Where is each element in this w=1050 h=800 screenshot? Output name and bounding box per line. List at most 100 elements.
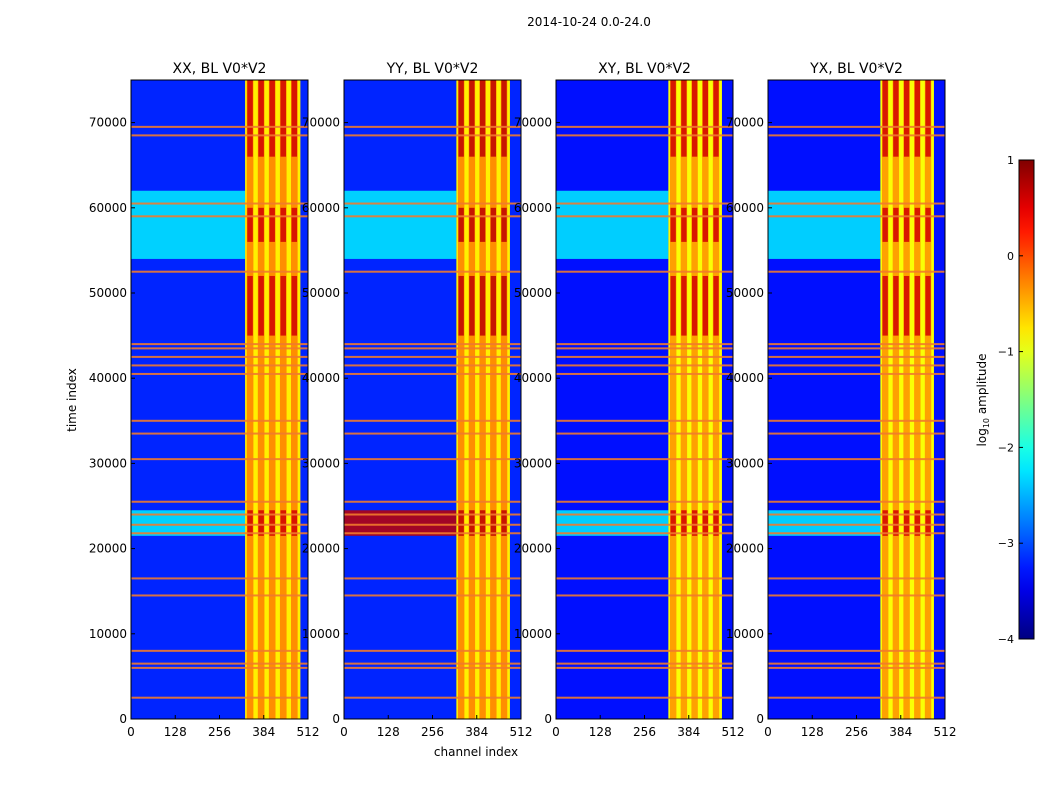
panel-title: XY, BL V0*V2 xyxy=(598,61,691,77)
heatmap-channel-stripe xyxy=(500,80,508,719)
colorbar-gradient xyxy=(1018,159,1035,640)
flagged-row xyxy=(768,523,945,526)
heatmap-hot-cell xyxy=(280,510,287,536)
heatmap-hot-cell xyxy=(479,80,486,157)
colorbar-tick-label: −3 xyxy=(998,537,1014,550)
x-tick-label: 256 xyxy=(633,725,656,739)
heatmap-hot-cell xyxy=(458,207,464,242)
x-tick-label: 384 xyxy=(465,725,488,739)
x-tick-label: 512 xyxy=(934,725,957,739)
heatmap-hot-cell xyxy=(291,80,298,157)
flagged-row xyxy=(344,523,521,526)
heatmap-channel-stripe xyxy=(702,80,709,719)
y-tick-label: 60000 xyxy=(89,201,127,215)
heatmap-hot-cell xyxy=(702,275,709,336)
heatmap-channel-stripe xyxy=(457,80,465,719)
heatmap-band xyxy=(556,190,669,259)
flagged-row xyxy=(131,215,308,218)
flagged-row xyxy=(556,666,733,669)
heatmap-channel-stripe xyxy=(691,80,698,719)
heatmap-channel-stripe xyxy=(881,80,889,719)
flagged-row xyxy=(131,577,308,580)
heatmap-hot-cell xyxy=(903,510,910,536)
flagged-row xyxy=(768,696,945,699)
y-tick-label: 20000 xyxy=(514,542,552,556)
y-tick-label: 10000 xyxy=(726,627,764,641)
heatmap-hot-cell xyxy=(903,80,910,157)
heatmap-hot-cell xyxy=(458,510,464,536)
flagged-row xyxy=(131,594,308,597)
heatmap-hot-cell xyxy=(702,207,709,242)
x-tick-label: 128 xyxy=(589,725,612,739)
flagged-row xyxy=(768,419,945,422)
flagged-row xyxy=(768,215,945,218)
heatmap-hot-cell xyxy=(291,510,298,536)
x-tick-label: 512 xyxy=(510,725,533,739)
flagged-row xyxy=(131,649,308,652)
flagged-row xyxy=(344,215,521,218)
flagged-row xyxy=(768,432,945,435)
heatmap-hot-cell xyxy=(258,275,264,336)
heatmap-hot-cell xyxy=(914,80,921,157)
heatmap-channel-stripe xyxy=(290,80,298,719)
flagged-row xyxy=(556,125,733,128)
y-tick-label: 50000 xyxy=(514,286,552,300)
x-tick-label: 512 xyxy=(722,725,745,739)
heatmap-hot-cell xyxy=(247,207,253,242)
heatmap-hot-cell xyxy=(670,207,676,242)
heatmap-channel-stripe xyxy=(246,80,254,719)
heatmap-hot-cell xyxy=(713,275,719,336)
y-tick-label: 40000 xyxy=(726,371,764,385)
flagged-row xyxy=(556,594,733,597)
flagged-row xyxy=(131,432,308,435)
colorbar-label-main: log xyxy=(975,428,989,446)
heatmap-channel-stripe xyxy=(669,80,677,719)
y-tick-label: 70000 xyxy=(514,116,552,130)
heatmap-hot-cell xyxy=(479,510,486,536)
heatmap-hot-cell xyxy=(479,275,486,336)
flagged-row xyxy=(344,355,521,358)
heatmap-channel-stripe xyxy=(712,80,720,719)
x-tick-label: 256 xyxy=(208,725,231,739)
flagged-row xyxy=(131,513,308,516)
flagged-row xyxy=(556,513,733,516)
figure-suptitle: 2014-10-24 0.0-24.0 xyxy=(527,15,651,29)
flagged-row xyxy=(131,500,308,503)
heatmap-hot-cell xyxy=(490,510,497,536)
panel-2: XY, BL V0*V2 0 128 256 384 512 0 10000 20000 3000… xyxy=(514,61,745,739)
heatmap-hot-cell xyxy=(490,207,497,242)
heatmap-hot-cell xyxy=(469,207,475,242)
heatmap-hot-cell xyxy=(469,510,475,536)
heatmap-hot-cell xyxy=(469,275,475,336)
heatmap-hot-cell xyxy=(291,275,298,336)
heatmap-hot-cell xyxy=(247,510,253,536)
flagged-row xyxy=(131,343,308,346)
heatmap-hot-cell xyxy=(458,275,464,336)
x-tick-label: 256 xyxy=(845,725,868,739)
y-tick-label: 20000 xyxy=(302,542,340,556)
flagged-row xyxy=(344,270,521,273)
x-tick-label: 128 xyxy=(801,725,824,739)
flagged-row xyxy=(556,270,733,273)
heatmap-hot-cell xyxy=(501,275,507,336)
panel-title: YX, BL V0*V2 xyxy=(809,61,903,77)
flagged-row xyxy=(768,355,945,358)
heatmap-hot-cell xyxy=(914,207,921,242)
heatmap-hot-cell xyxy=(691,80,698,157)
flagged-row xyxy=(768,372,945,375)
flagged-row xyxy=(344,458,521,461)
heatmap-hot-cell xyxy=(882,207,888,242)
panel-3: YX, BL V0*V2 0 128 256 384 512 0 10000 20000 3000… xyxy=(726,61,957,739)
x-tick-label: 0 xyxy=(127,725,135,739)
flagged-row xyxy=(131,666,308,669)
flagged-row xyxy=(131,372,308,375)
heatmap-hot-cell xyxy=(501,207,507,242)
colorbar-tick-label: 0 xyxy=(1007,250,1014,263)
heatmap-hot-cell xyxy=(691,510,698,536)
heatmap-hot-cell xyxy=(882,80,888,157)
flagged-row xyxy=(768,594,945,597)
flagged-row xyxy=(768,649,945,652)
y-tick-label: 70000 xyxy=(726,116,764,130)
flagged-row xyxy=(344,662,521,665)
flagged-row xyxy=(344,202,521,205)
